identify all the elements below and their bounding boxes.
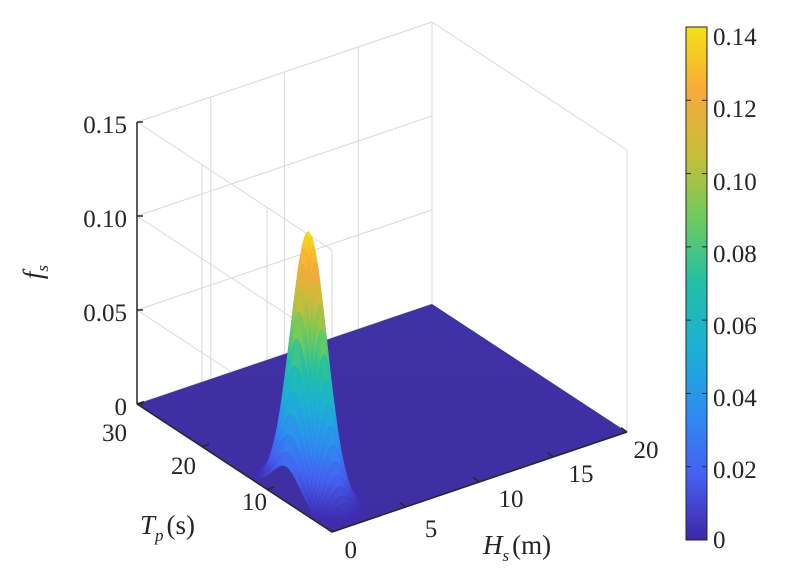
x-tick-mark [620,426,628,433]
surface-patch [324,518,330,524]
y-tick-mark [201,443,210,448]
z-axis-label: fs [18,265,52,280]
z-tick-label: 0.10 [83,206,127,233]
grid-line [136,115,433,217]
colorbar-gradient [685,26,708,541]
x-axis-symbol: H [482,530,504,560]
grid-line [136,21,433,123]
z-axis-symbol: f [18,268,48,279]
colorbar-tick-label: 0.12 [713,96,757,123]
surface-patch [320,516,326,523]
surface-peak [252,230,365,525]
colorbar-tick-label: 0.10 [713,169,757,196]
x-tick-label: 20 [634,437,659,464]
x-axis-unit: (m) [512,530,551,560]
colorbar-tick-label: 0.08 [713,241,757,268]
colorbar-ticks [686,26,707,541]
x-axis-ticks: 5 10 15 20 [425,437,659,543]
x-tick-label: 15 [569,461,594,488]
colorbar-tick-label: 0 [713,527,726,554]
colorbar-labels: 0.14 0.12 0.10 0.08 0.06 0.04 0.02 0 [713,24,757,554]
grid-line [431,21,628,151]
colorbar-tick-label: 0.06 [713,313,757,340]
y-axis-ticks: 30 20 10 0 [102,420,357,564]
colorbar-tick-label: 0.14 [713,24,757,51]
z-tick-label: 0 [115,394,128,421]
colorbar: 0.14 0.12 0.10 0.08 0.06 0.04 0.02 0 [685,24,757,554]
x-tick-label: 10 [499,486,524,513]
x-axis-label: Hs (m) [482,530,551,565]
axes [136,121,628,533]
surface-patch [316,515,322,522]
y-tick-label: 30 [102,420,127,447]
x-tick-mark [546,451,554,458]
colorbar-tick-label: 0.02 [713,457,757,484]
y-tick-label: 10 [242,489,267,516]
grid-line [136,209,433,311]
y-tick-label: 0 [345,537,358,564]
y-tick-mark [266,486,275,491]
y-tick-mark [136,400,145,405]
y-axis-symbol: T [140,510,157,540]
svg-text:fs: fs [18,265,52,280]
y-axis-unit: (s) [167,510,196,540]
z-axis-subscript: s [33,265,52,272]
surface-patch [334,519,340,525]
x-tick-mark [399,501,407,508]
z-tick-label: 0.05 [83,300,127,327]
z-tick-label: 0.15 [83,112,127,139]
surface-patch [328,519,334,525]
y-axis-label: Tp (s) [140,510,195,545]
grid-line [136,121,333,251]
x-tick-mark [473,476,480,483]
x-tick-label: 5 [425,516,438,543]
y-tick-mark [331,528,340,533]
y-tick-label: 20 [171,453,196,480]
y-axis-subscript: p [154,526,164,545]
x-axis-subscript: s [503,546,510,565]
z-axis-ticks: 0 0.05 0.10 0.15 [83,112,127,421]
y-axis-line [136,403,333,533]
x-tick-mark [325,526,333,533]
colorbar-tick-label: 0.04 [713,385,757,412]
surface-patch [341,519,347,524]
